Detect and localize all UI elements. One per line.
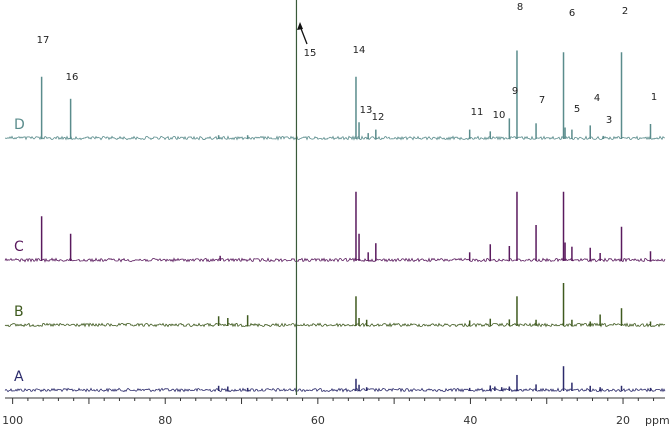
peak-label-4: 4 (594, 93, 600, 104)
peak-label-9: 9 (512, 86, 518, 97)
spectrum-D: D (5, 50, 666, 141)
x-tick-label-20: 20 (616, 414, 630, 427)
peak-label-17: 17 (37, 35, 50, 46)
peak-label-7: 7 (539, 95, 545, 106)
spectrum-C: C (4, 191, 666, 263)
peak-label-13: 13 (360, 105, 373, 116)
peak-label-8: 8 (517, 2, 523, 13)
peak-label-3: 3 (606, 115, 612, 126)
x-tick-label-60: 60 (311, 414, 325, 427)
x-axis-unit-label: ppm (645, 414, 670, 427)
peak-label-6: 6 (569, 8, 575, 19)
baseline-A (4, 387, 666, 393)
x-tick-label-80: 80 (158, 414, 172, 427)
spectrum-A: A (4, 366, 666, 393)
peak-label-11: 11 (471, 107, 484, 118)
x-tick-label-40: 40 (463, 414, 477, 427)
peak-label-1: 1 (651, 92, 657, 103)
peak-label-14: 14 (353, 45, 366, 56)
baseline-D (5, 135, 666, 141)
spectrum-B: B (4, 283, 666, 328)
spectrum-label-A: A (14, 369, 24, 385)
peak-label-2: 2 (622, 6, 628, 17)
spectrum-label-D: D (14, 117, 25, 133)
peak-label-16: 16 (66, 72, 79, 83)
spectra-traces: A B C D (4, 50, 666, 393)
baseline-C (4, 257, 666, 263)
spectrum-label-C: C (14, 239, 24, 255)
peak-label-15: 15 (304, 48, 317, 59)
peak-15-arrow (297, 22, 308, 45)
spectrum-label-B: B (14, 304, 24, 320)
peak-label-12: 12 (372, 112, 385, 123)
x-tick-label-100: 100 (2, 414, 23, 427)
baseline-B (4, 322, 666, 328)
peak-label-10: 10 (493, 110, 506, 121)
peak-label-5: 5 (574, 104, 580, 115)
x-axis: 100 80 60 40 20 ppm (2, 397, 670, 427)
